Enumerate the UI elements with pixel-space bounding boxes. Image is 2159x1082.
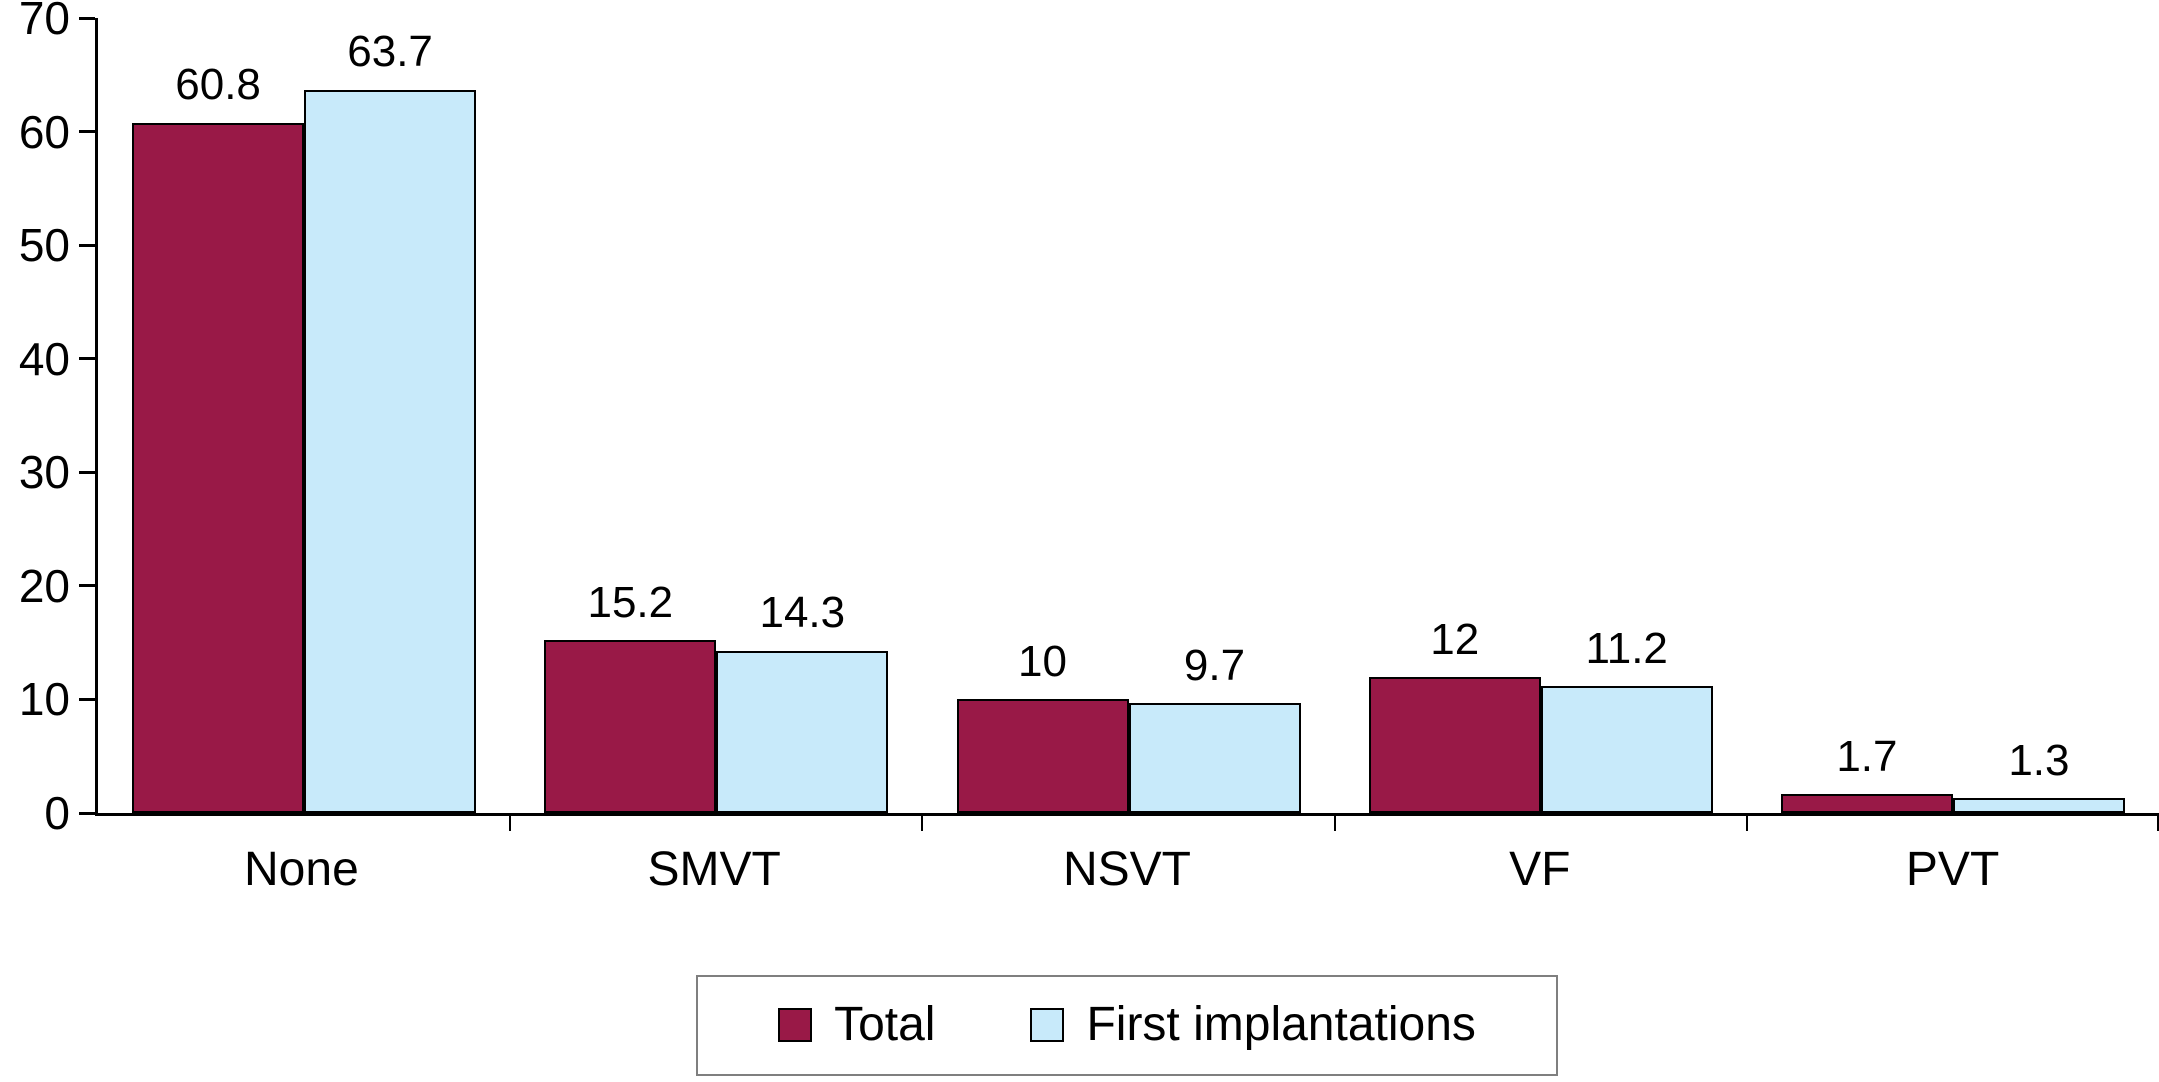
legend-label: Total bbox=[834, 997, 936, 1051]
bar-first-implantations-none bbox=[304, 89, 477, 813]
bar-column: 14.3 bbox=[716, 588, 889, 813]
value-label: 63.7 bbox=[347, 27, 433, 77]
y-tick-mark bbox=[79, 811, 95, 815]
bar-first-implantations-pvt bbox=[1952, 798, 2125, 813]
value-label: 9.7 bbox=[1183, 640, 1246, 690]
bar-column: 12 bbox=[1368, 614, 1541, 813]
bar-first-implantations-vf bbox=[1540, 685, 1713, 813]
y-tick-mark bbox=[79, 130, 95, 134]
bar-group-smvt: 15.2 14.3 bbox=[510, 18, 922, 813]
value-label: 10 bbox=[1018, 637, 1067, 687]
bar-group-pvt: 1.7 1.3 bbox=[1747, 18, 2159, 813]
y-tick-label: 40 bbox=[18, 332, 70, 385]
x-tick-mark bbox=[1745, 816, 1748, 831]
legend-item-first-implantations: First implantations bbox=[1030, 997, 1476, 1052]
bar-total-nsvt bbox=[956, 699, 1129, 813]
x-tick-mark bbox=[2157, 816, 2159, 831]
bar-group-vf: 12 11.2 bbox=[1335, 18, 1747, 813]
bar-column: 1.7 bbox=[1780, 731, 1953, 813]
bar-column: 10 bbox=[956, 637, 1129, 813]
legend: Total First implantations bbox=[696, 974, 1558, 1076]
legend-wrap: Total First implantations bbox=[95, 974, 2159, 1076]
value-label: 12 bbox=[1430, 614, 1480, 664]
y-tick-label: 70 bbox=[18, 0, 70, 44]
x-tick-mark bbox=[1333, 816, 1336, 831]
y-tick-mark bbox=[79, 16, 95, 20]
value-label: 1.3 bbox=[2008, 736, 2070, 786]
x-category-label: PVT bbox=[1905, 843, 2000, 896]
value-label: 11.2 bbox=[1585, 623, 1668, 673]
y-tick-mark bbox=[79, 584, 95, 588]
legend-swatch-first-implantations bbox=[1030, 1008, 1065, 1043]
plot-area: 0 10 20 30 40 50 60 70 60.8 63.7 15.2 14.3 10 9.7 12 11… bbox=[19, 0, 2159, 839]
y-tick-label: 0 bbox=[44, 787, 70, 839]
plot-row: 0 10 20 30 40 50 60 70 60.8 63.7 15.2 14.3 10 9.7 12 11… bbox=[19, 0, 2159, 839]
bar-total-smvt bbox=[544, 640, 717, 813]
x-tick-mark bbox=[509, 816, 512, 831]
value-label: 14.3 bbox=[759, 588, 846, 638]
bar-column: 60.8 bbox=[132, 60, 305, 813]
legend-item-total: Total bbox=[778, 997, 936, 1052]
x-tick-mark bbox=[921, 816, 924, 831]
value-label: 60.8 bbox=[175, 60, 261, 110]
bar-column: 63.7 bbox=[304, 27, 477, 813]
bar-first-implantations-nsvt bbox=[1128, 702, 1301, 813]
bar-group-none: 60.8 63.7 bbox=[98, 18, 510, 813]
y-tick-label: 10 bbox=[18, 673, 70, 726]
x-axis-labels: None SMVT NSVT VF PVT bbox=[95, 816, 2159, 897]
y-tick-mark bbox=[79, 243, 95, 247]
bar-total-pvt bbox=[1780, 793, 1953, 813]
bar-total-vf bbox=[1368, 676, 1541, 813]
y-tick-label: 60 bbox=[18, 105, 70, 158]
legend-label: First implantations bbox=[1086, 997, 1476, 1051]
bar-total-none bbox=[132, 122, 305, 813]
bar-column: 15.2 bbox=[544, 578, 717, 813]
bar-column: 11.2 bbox=[1540, 623, 1713, 813]
y-tick-label: 20 bbox=[18, 559, 70, 612]
value-label: 15.2 bbox=[587, 578, 674, 628]
bar-column: 1.3 bbox=[1952, 736, 2125, 813]
y-tick-label: 50 bbox=[18, 219, 70, 272]
x-category-label: SMVT bbox=[647, 843, 781, 896]
y-tick-label: 30 bbox=[18, 446, 70, 499]
bar-column: 9.7 bbox=[1128, 640, 1301, 813]
x-category-label: VF bbox=[1509, 843, 1571, 896]
y-tick-mark bbox=[79, 470, 95, 474]
y-tick-mark bbox=[79, 697, 95, 701]
bar-group-nsvt: 10 9.7 bbox=[922, 18, 1334, 813]
bar-first-implantations-smvt bbox=[716, 650, 889, 813]
value-label: 1.7 bbox=[1836, 731, 1898, 781]
x-category-label: None bbox=[244, 843, 359, 896]
y-tick-mark bbox=[79, 357, 95, 361]
x-category-label: NSVT bbox=[1062, 843, 1191, 896]
legend-swatch-total bbox=[778, 1008, 813, 1043]
